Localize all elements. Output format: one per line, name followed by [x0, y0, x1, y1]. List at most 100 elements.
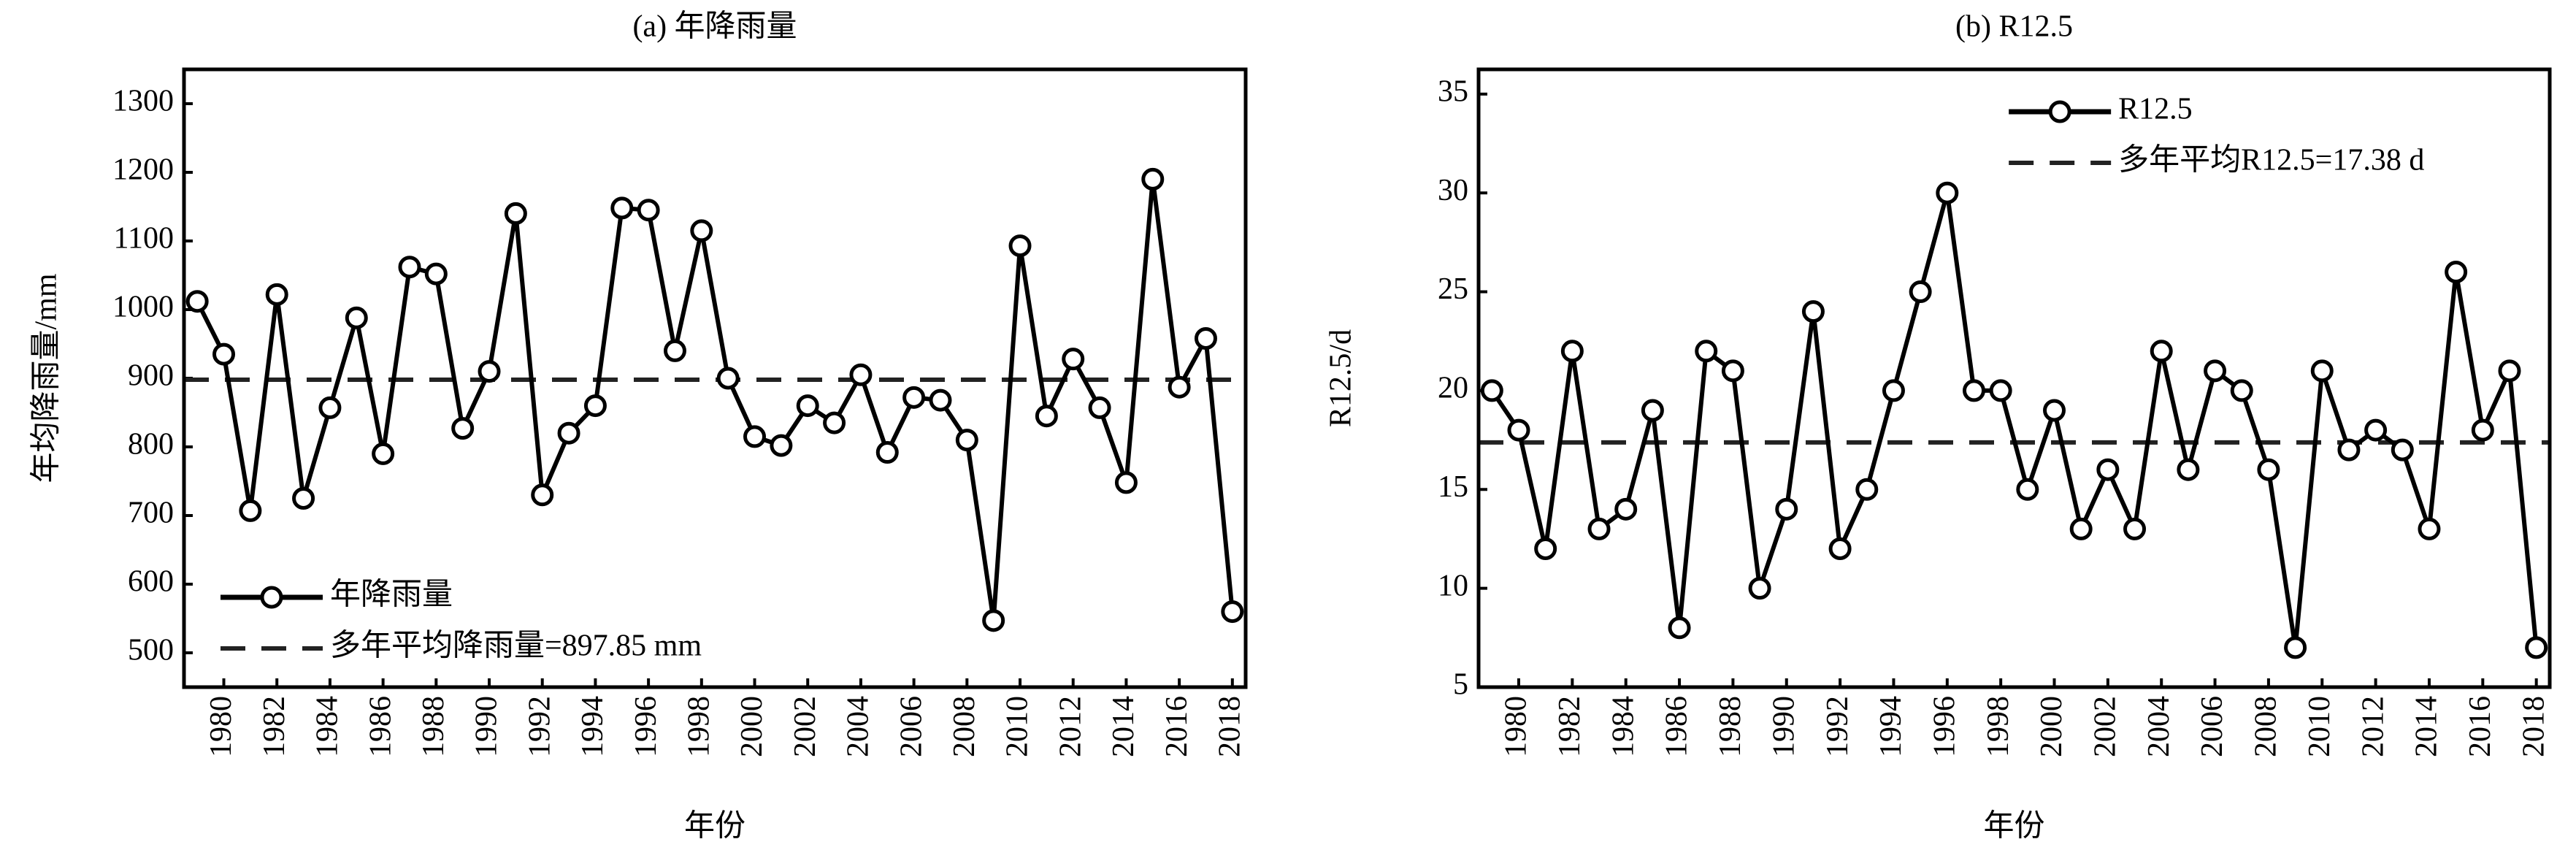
y-tick-label: 600 — [128, 565, 174, 599]
data-point — [2230, 379, 2253, 402]
x-tick-label: 2008 — [2250, 696, 2283, 757]
data-point — [424, 262, 448, 286]
y-tick-label: 900 — [128, 359, 174, 393]
data-point — [2150, 340, 2173, 363]
data-point — [1062, 348, 1085, 371]
data-point — [2204, 359, 2227, 383]
data-point — [1882, 379, 1905, 402]
x-tick-label: 2002 — [789, 696, 822, 757]
x-tick-label: 2014 — [2410, 696, 2444, 757]
data-point — [1936, 181, 1959, 204]
y-tick-label: 15 — [1438, 470, 1468, 504]
y-axis-label: 年均降雨量/mm — [29, 273, 64, 483]
x-tick-label: 1982 — [258, 696, 291, 757]
data-point — [1088, 396, 1111, 419]
x-tick-label: 1990 — [1767, 696, 1801, 757]
legend-marker — [2048, 100, 2071, 123]
data-point — [2257, 458, 2280, 481]
y-tick-label: 700 — [128, 497, 174, 530]
data-point — [1962, 379, 1985, 402]
x-tick-label: 1992 — [1821, 696, 1855, 757]
data-point — [1668, 616, 1691, 640]
data-point — [2498, 359, 2521, 383]
data-point — [239, 499, 262, 522]
x-tick-label: 2012 — [2356, 696, 2390, 757]
data-point — [2418, 517, 2441, 540]
x-tick-label: 1988 — [417, 696, 451, 757]
y-tick-label: 20 — [1438, 372, 1468, 405]
x-tick-label: 2004 — [842, 696, 875, 757]
x-tick-label: 2006 — [894, 696, 928, 757]
data-point — [1775, 497, 1798, 521]
x-tick-label: 2018 — [2517, 696, 2550, 757]
x-tick-label: 1980 — [204, 696, 238, 757]
data-point — [504, 202, 527, 225]
y-tick-label: 1100 — [114, 222, 174, 256]
data-point — [2177, 458, 2200, 481]
data-point — [1614, 497, 1638, 521]
data-point — [557, 421, 580, 445]
data-point — [1721, 359, 1744, 383]
y-tick-label: 35 — [1438, 74, 1468, 108]
data-point — [743, 425, 767, 448]
data-point — [1989, 379, 2012, 402]
x-tick-label: 1998 — [1982, 696, 2015, 757]
data-point — [583, 394, 607, 418]
data-point — [1641, 399, 1664, 422]
data-point — [690, 219, 713, 242]
chart-title: (b) R12.5 — [1955, 10, 2073, 44]
data-point — [2310, 359, 2334, 383]
chart-title: (a) 年降雨量 — [632, 9, 797, 44]
x-tick-label: 2016 — [2464, 696, 2497, 757]
data-point — [292, 487, 315, 510]
y-axis-label: R12.5/d — [1325, 329, 1358, 427]
data-point — [1909, 280, 1932, 304]
x-tick-label: 2000 — [735, 696, 769, 757]
data-point — [1168, 375, 1191, 399]
y-tick-label: 1000 — [112, 291, 174, 324]
x-tick-label: 1980 — [1500, 696, 1533, 757]
data-point — [929, 388, 952, 412]
data-point — [372, 442, 395, 465]
legend-label: 年降雨量 — [330, 578, 453, 612]
data-point — [1534, 537, 1557, 560]
plot-frame — [182, 67, 1248, 689]
y-tick-label: 1200 — [112, 153, 174, 187]
data-point — [770, 434, 793, 457]
x-tick-label: 2002 — [2089, 696, 2123, 757]
data-point — [637, 199, 660, 222]
data-point — [1221, 600, 1244, 624]
y-tick-label: 500 — [128, 634, 174, 667]
data-point — [451, 417, 475, 440]
x-tick-label: 2010 — [1001, 696, 1035, 757]
data-point — [478, 360, 501, 383]
data-point — [2043, 399, 2066, 422]
data-point — [2284, 636, 2307, 659]
data-point — [1801, 300, 1825, 323]
data-point — [1695, 340, 1718, 363]
data-point — [610, 196, 634, 220]
y-tick-label: 30 — [1438, 174, 1468, 207]
data-point — [2445, 260, 2468, 283]
data-point — [1480, 379, 1503, 402]
x-tick-label: 1986 — [364, 696, 397, 757]
data-point — [531, 483, 554, 507]
x-tick-label: 1998 — [682, 696, 716, 757]
x-tick-label: 2008 — [948, 696, 981, 757]
data-point — [982, 609, 1005, 632]
x-tick-label: 2014 — [1107, 696, 1141, 757]
data-point — [2364, 418, 2388, 442]
x-tick-label: 2000 — [2035, 696, 2069, 757]
data-point — [716, 367, 740, 390]
legend-marker — [260, 586, 283, 609]
x-tick-label: 1984 — [311, 696, 345, 757]
data-point — [2471, 418, 2494, 442]
x-tick-label: 2016 — [1160, 696, 1194, 757]
series-line — [1490, 191, 2539, 650]
series-line — [195, 177, 1235, 623]
x-axis-label: 年份 — [684, 809, 745, 843]
data-point — [1035, 405, 1058, 428]
x-tick-label: 2010 — [2303, 696, 2337, 757]
data-point — [1748, 577, 1771, 600]
